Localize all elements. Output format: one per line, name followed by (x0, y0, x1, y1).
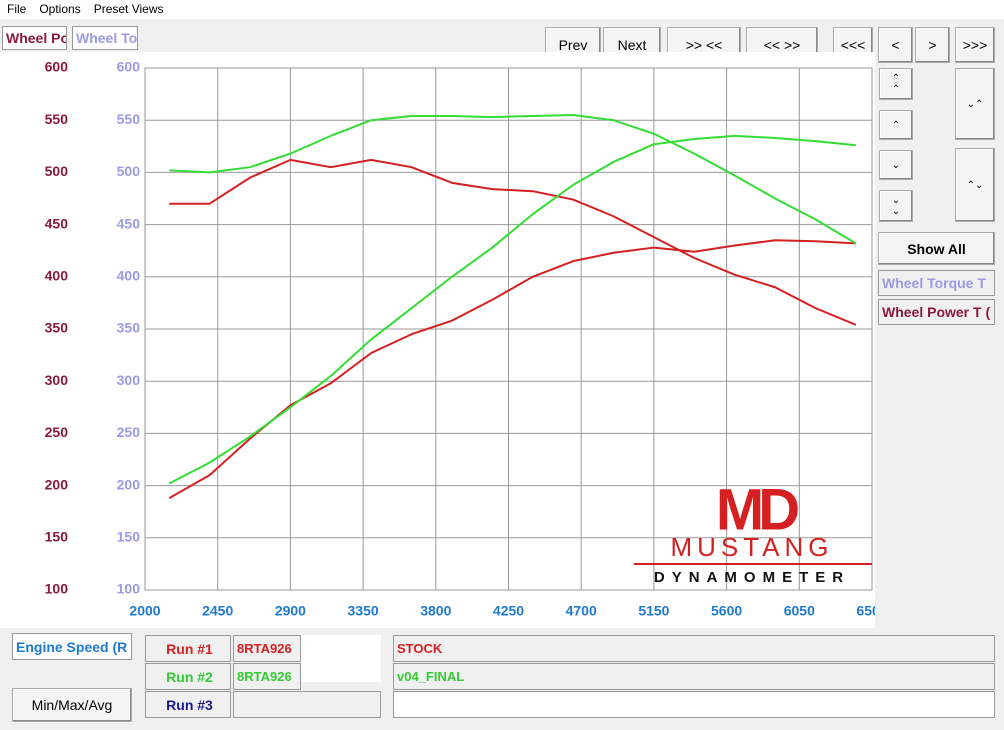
y2-tick-label: 100 (117, 581, 141, 597)
menu-item[interactable]: Preset Views (93, 2, 164, 16)
y-tick-label: 350 (45, 320, 69, 336)
x-tick-label: 3800 (420, 603, 451, 619)
run-id: 8RTA926 (233, 663, 301, 690)
x-channel[interactable]: Engine Speed (R (12, 633, 132, 660)
y-tick-label: 250 (45, 424, 69, 440)
y2-tick-label: 150 (117, 529, 141, 545)
y-tick-label: 200 (45, 476, 69, 492)
menu-item[interactable]: File (7, 2, 27, 16)
run-description: STOCK (393, 635, 995, 662)
y-tick-label: 300 (45, 372, 69, 388)
nav-button[interactable]: >>> (955, 27, 995, 63)
run-label: Run #2 (145, 663, 231, 690)
nav-button[interactable]: < (878, 27, 913, 63)
scroll-button[interactable]: ⌄ ⌄ (879, 190, 913, 222)
nav-button[interactable]: > (915, 27, 950, 63)
tab[interactable]: Wheel To (72, 26, 138, 50)
y-tick-label: 550 (45, 111, 69, 127)
scroll-button[interactable]: ⌄⌃ (955, 68, 995, 140)
y2-tick-label: 350 (117, 320, 141, 336)
scroll-button[interactable]: ⌄ (879, 150, 913, 180)
y-tick-label: 150 (45, 529, 69, 545)
x-tick-label: 5150 (638, 603, 669, 619)
y2-tick-label: 300 (117, 372, 141, 388)
x-tick-label: 5600 (711, 603, 742, 619)
x-tick-label: 6500 (856, 603, 875, 619)
x-tick-label: 4250 (493, 603, 524, 619)
run-label: Run #3 (145, 691, 231, 718)
x-tick-label: 4700 (566, 603, 597, 619)
x-tick-label: 3350 (348, 603, 379, 619)
data-line (169, 158, 857, 326)
y-tick-label: 400 (45, 268, 69, 284)
y2-tick-label: 450 (117, 215, 141, 231)
x-tick-label: 2900 (275, 603, 306, 619)
y2-tick-label: 550 (117, 111, 141, 127)
x-tick-label: 2000 (129, 603, 160, 619)
tab[interactable]: Wheel Po (2, 26, 67, 50)
channel-label[interactable]: Wheel Torque T (878, 270, 995, 296)
y2-tick-label: 200 (117, 476, 141, 492)
menu-item[interactable]: Options (39, 2, 81, 16)
scroll-button[interactable]: ⌃ ⌃ (879, 68, 913, 100)
run-description[interactable] (393, 691, 995, 718)
data-line (168, 239, 856, 499)
data-line (169, 113, 857, 245)
y-tick-label: 100 (45, 581, 69, 597)
scroll-button[interactable]: ⌃ (879, 110, 913, 140)
run-description: v04_FINAL (393, 663, 995, 690)
show-all-button[interactable]: Show All (878, 232, 995, 265)
data-line (168, 134, 856, 485)
min-max-button[interactable]: Min/Max/Avg (12, 688, 132, 722)
y2-tick-label: 600 (117, 59, 141, 75)
channel-label[interactable]: Wheel Power T ( (878, 299, 995, 325)
y2-tick-label: 400 (117, 268, 141, 284)
x-tick-label: 6050 (784, 603, 815, 619)
logo-subtitle: DYNAMOMETER (654, 569, 850, 586)
y-tick-label: 450 (45, 215, 69, 231)
run-id: 8RTA926 (233, 635, 301, 662)
scroll-button[interactable]: ⌃⌄ (955, 148, 995, 222)
logo-mark: MD (716, 477, 798, 542)
y2-tick-label: 500 (117, 163, 141, 179)
y-tick-label: 600 (45, 59, 69, 75)
logo-name: MUSTANG (670, 532, 833, 562)
blank-field (301, 635, 381, 682)
chart: 100 150 200 250 300 350 400 450 500 550 600 100 150 2… (0, 52, 875, 628)
menu-bar: File Options Preset Views (0, 0, 1004, 19)
x-tick-label: 2450 (202, 603, 233, 619)
run-id (233, 691, 381, 718)
run-label: Run #1 (145, 635, 231, 662)
y-tick-label: 500 (45, 163, 69, 179)
y2-tick-label: 250 (117, 424, 141, 440)
